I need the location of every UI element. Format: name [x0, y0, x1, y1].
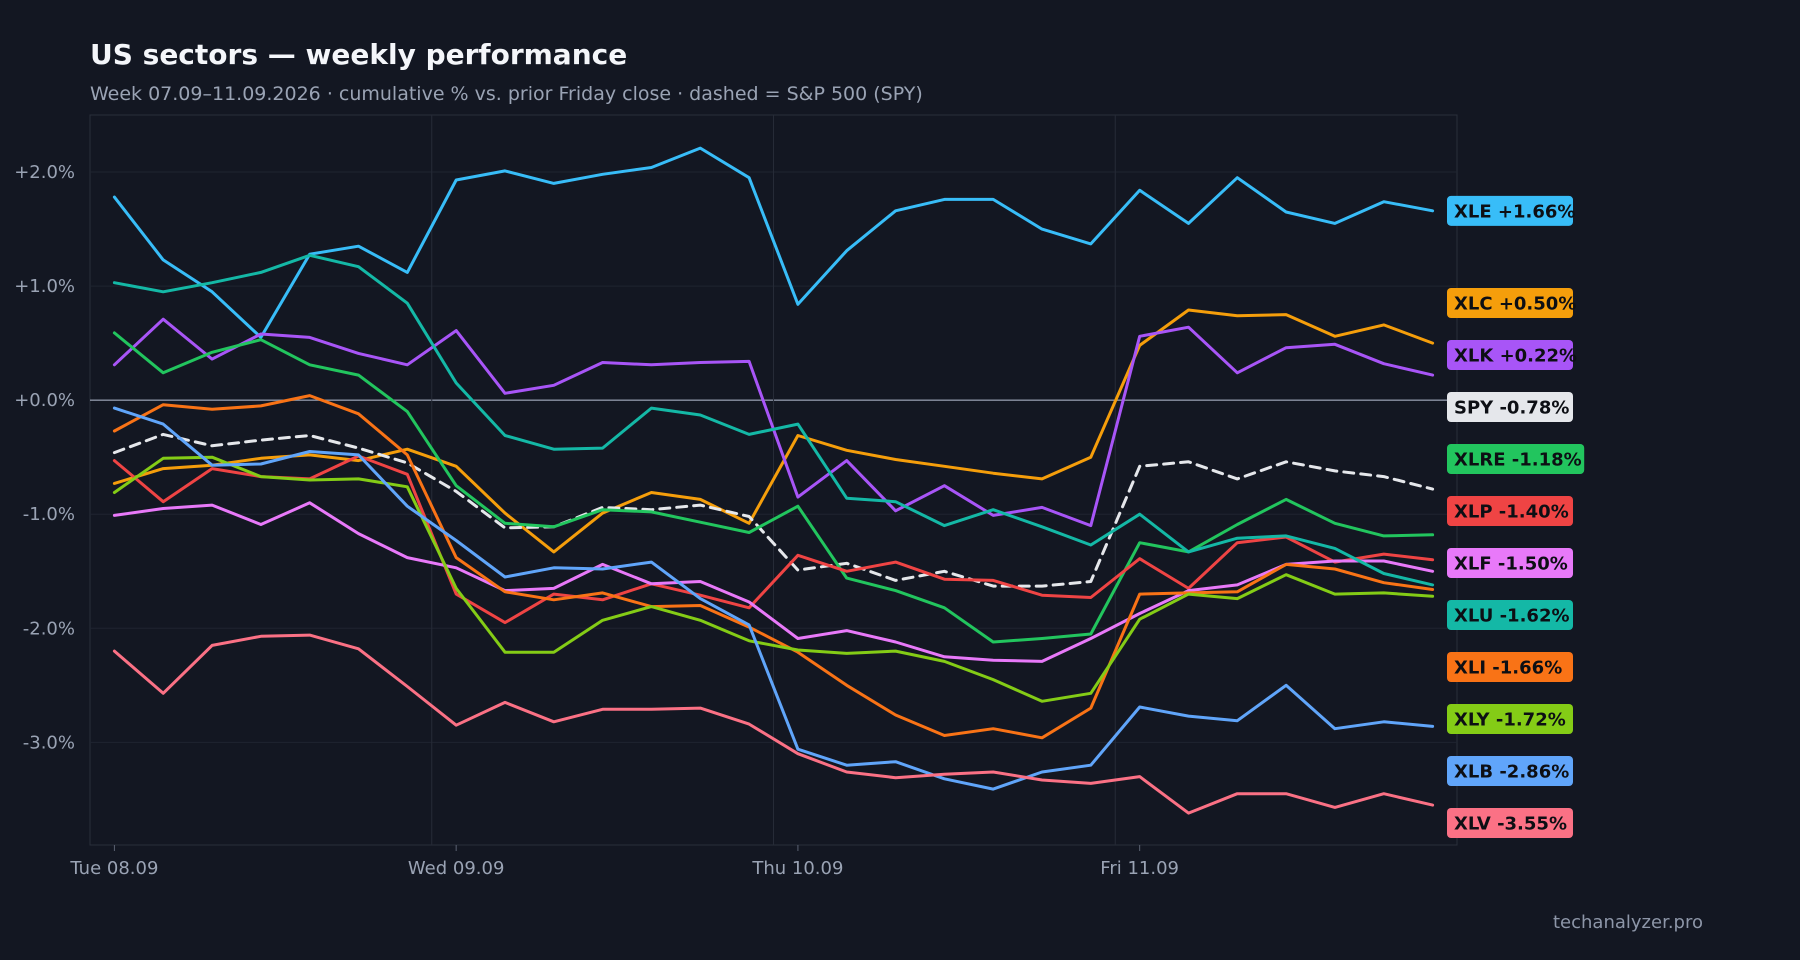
y-tick-label: -1.0%: [23, 504, 75, 525]
end-label-badge: [1447, 808, 1573, 838]
series-line-xlc: [112, 308, 1435, 554]
end-label-badge: [1447, 600, 1573, 630]
end-label-badge: [1447, 288, 1573, 318]
end-label-text: XLK +0.22%: [1454, 346, 1577, 367]
end-label-text: XLI -1.66%: [1454, 658, 1562, 679]
watermark: techanalyzer.pro: [1553, 912, 1703, 933]
series-line-xlre: [112, 331, 1435, 644]
y-tick-label: -3.0%: [23, 732, 75, 753]
x-tick-label: Wed 09.09: [408, 858, 505, 879]
end-label-text: XLV -3.55%: [1454, 814, 1567, 835]
end-label-text: XLC +0.50%: [1454, 294, 1576, 315]
end-label-spy: SPY -0.78%: [1447, 392, 1573, 422]
end-label-badge: [1447, 652, 1573, 682]
end-label-badge: [1447, 340, 1573, 370]
series-line-xlp: [112, 454, 1435, 625]
series-line-xle: [112, 146, 1435, 339]
series-line-xli: [112, 394, 1435, 740]
end-label-xli: XLI -1.66%: [1447, 652, 1573, 682]
end-label-xlv: XLV -3.55%: [1447, 808, 1573, 838]
end-label-xlc: XLC +0.50%: [1447, 288, 1576, 318]
y-tick-label: +0.0%: [14, 390, 75, 411]
y-tick-label: +2.0%: [14, 162, 75, 183]
x-tick-label: Thu 10.09: [751, 858, 843, 879]
y-tick-label: -2.0%: [23, 618, 75, 639]
end-label-badge: [1447, 392, 1573, 422]
end-label-xlk: XLK +0.22%: [1447, 340, 1577, 370]
end-label-xlp: XLP -1.40%: [1447, 496, 1573, 526]
end-label-xlb: XLB -2.86%: [1447, 756, 1573, 786]
end-labels: XLE +1.66% XLC +0.50% XLK +0.22% SPY -0.78%…: [1447, 195, 1585, 838]
x-tick-label: Tue 08.09: [69, 858, 158, 879]
end-label-xlre: XLRE -1.18%: [1447, 444, 1585, 474]
end-label-badge: [1447, 704, 1573, 734]
series-line-xlb: [112, 406, 1435, 791]
x-tick-label: Fri 11.09: [1100, 858, 1179, 879]
series-line-spy: [112, 432, 1435, 588]
end-label-badge: [1447, 756, 1573, 786]
series-line-xlf: [112, 501, 1435, 663]
end-label-text: XLF -1.50%: [1454, 554, 1568, 575]
axes: +2.0% +1.0% +0.0% -1.0% -2.0% -3.0% Tue 08.09 W…: [14, 162, 1179, 879]
end-label-xlf: XLF -1.50%: [1447, 548, 1573, 578]
end-label-text: XLU -1.62%: [1454, 606, 1570, 627]
end-label-badge: [1447, 444, 1585, 474]
end-label-text: XLRE -1.18%: [1454, 450, 1582, 471]
series-line-xlv: [112, 633, 1435, 815]
end-label-xlu: XLU -1.62%: [1447, 600, 1573, 630]
chart-title: US sectors — weekly performance: [90, 38, 628, 71]
end-label-badge: [1447, 496, 1573, 526]
end-label-text: SPY -0.78%: [1454, 398, 1569, 419]
end-label-text: XLP -1.40%: [1454, 502, 1569, 523]
end-label-text: XLE +1.66%: [1454, 201, 1575, 222]
end-label-text: XLB -2.86%: [1454, 762, 1569, 783]
chart-subtitle: Week 07.09–11.09.2026 · cumulative % vs.…: [90, 83, 923, 105]
end-label-xle: XLE +1.66%: [1447, 195, 1575, 226]
series-line-xlu: [112, 253, 1435, 587]
end-label-badge: [1447, 195, 1573, 226]
end-label-badge: [1447, 548, 1573, 578]
series-line-xly: [112, 455, 1435, 703]
series-lines: [112, 146, 1435, 815]
y-tick-label: +1.0%: [14, 276, 75, 297]
end-label-xly: XLY -1.72%: [1447, 704, 1573, 734]
end-label-text: XLY -1.72%: [1454, 710, 1566, 731]
